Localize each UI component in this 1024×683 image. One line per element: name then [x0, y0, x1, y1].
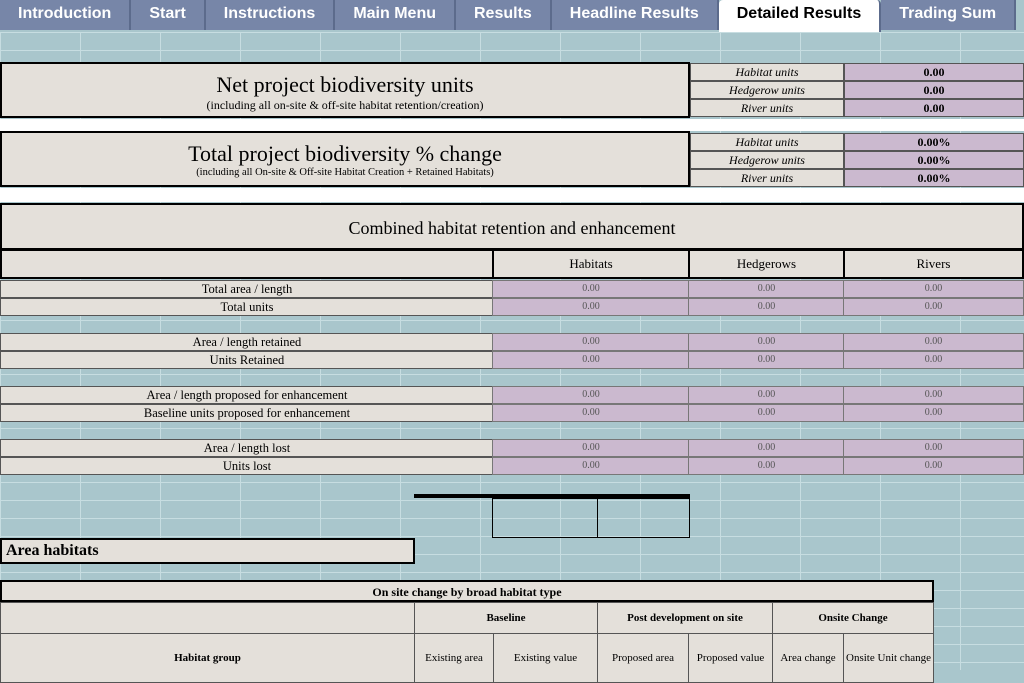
combined-cell[interactable]: 0.00: [492, 351, 690, 369]
combined-row-label: Area / length proposed for enhancement: [0, 386, 494, 404]
pct-river-label: River units: [690, 169, 844, 187]
combined-title-box: Combined habitat retention and enhanceme…: [0, 203, 1024, 250]
net-river-label: River units: [690, 99, 844, 117]
subcol-proposed-value: Proposed value: [688, 633, 773, 683]
separator: [0, 188, 1024, 202]
blank-cell: [492, 498, 598, 538]
net-units-title-box: Net project biodiversity units (includin…: [0, 62, 690, 118]
group-onsite-change: Onsite Change: [772, 602, 934, 634]
pct-hedgerow-value[interactable]: 0.00%: [844, 151, 1024, 169]
pct-hedgerow-label: Hedgerow units: [690, 151, 844, 169]
tab-start[interactable]: Start: [131, 0, 206, 30]
combined-row-label: Area / length lost: [0, 439, 494, 457]
combined-row-label: Total area / length: [0, 280, 494, 298]
net-habitat-label: Habitat units: [690, 63, 844, 81]
combined-cell[interactable]: 0.00: [688, 439, 845, 457]
net-hedgerow-value[interactable]: 0.00: [844, 81, 1024, 99]
combined-row-label: Units lost: [0, 457, 494, 475]
combined-header-blank: [0, 249, 494, 279]
tab-results[interactable]: Results: [456, 0, 552, 30]
combined-row-label: Area / length retained: [0, 333, 494, 351]
combined-title: Combined habitat retention and enhanceme…: [348, 218, 676, 238]
subcol-existing-value: Existing value: [493, 633, 598, 683]
net-habitat-value[interactable]: 0.00: [844, 63, 1024, 81]
combined-cell[interactable]: 0.00: [492, 386, 690, 404]
combined-cell[interactable]: 0.00: [688, 457, 845, 475]
combined-cell[interactable]: 0.00: [492, 280, 690, 298]
combined-cell[interactable]: 0.00: [843, 457, 1024, 475]
net-units-subtitle: (including all on-site & off-site habita…: [206, 98, 484, 112]
tab-detailed-results[interactable]: Detailed Results: [718, 0, 882, 32]
pct-habitat-value[interactable]: 0.00%: [844, 133, 1024, 151]
combined-cell[interactable]: 0.00: [492, 457, 690, 475]
col-header-habitats: Habitats: [492, 249, 690, 279]
combined-cell[interactable]: 0.00: [688, 404, 845, 422]
combined-cell[interactable]: 0.00: [843, 386, 1024, 404]
combined-cell[interactable]: 0.00: [688, 351, 845, 369]
net-units-title: Net project biodiversity units: [216, 72, 474, 97]
combined-cell[interactable]: 0.00: [688, 386, 845, 404]
combined-cell[interactable]: 0.00: [492, 333, 690, 351]
combined-cell[interactable]: 0.00: [843, 404, 1024, 422]
combined-row-label: Total units: [0, 298, 494, 316]
combined-cell[interactable]: 0.00: [843, 280, 1024, 298]
subcol-existing-area: Existing area: [414, 633, 494, 683]
sheet-tabs: Introduction Start Instructions Main Menu Re…: [0, 0, 1024, 32]
net-hedgerow-label: Hedgerow units: [690, 81, 844, 99]
combined-cell[interactable]: 0.00: [843, 439, 1024, 457]
combined-cell[interactable]: 0.00: [492, 439, 690, 457]
area-habitats-heading: Area habitats: [0, 538, 415, 564]
combined-cell[interactable]: 0.00: [843, 298, 1024, 316]
pct-habitat-label: Habitat units: [690, 133, 844, 151]
habitat-group-header: Habitat group: [0, 633, 415, 683]
tab-headline-results[interactable]: Headline Results: [551, 0, 719, 30]
separator: [0, 119, 1024, 131]
col-header-hedgerows: Hedgerows: [688, 249, 845, 279]
combined-cell[interactable]: 0.00: [843, 351, 1024, 369]
combined-cell[interactable]: 0.00: [688, 280, 845, 298]
pct-change-title-box: Total project biodiversity % change (inc…: [0, 131, 690, 187]
subcol-proposed-area: Proposed area: [597, 633, 689, 683]
combined-cell[interactable]: 0.00: [688, 298, 845, 316]
combined-row-label: Units Retained: [0, 351, 494, 369]
pct-river-value[interactable]: 0.00%: [844, 169, 1024, 187]
col-header-rivers: Rivers: [843, 249, 1024, 279]
tab-trading-sum[interactable]: Trading Sum: [881, 0, 1017, 30]
combined-cell[interactable]: 0.00: [492, 404, 690, 422]
onsite-change-table-title: On site change by broad habitat type: [0, 580, 934, 602]
combined-cell[interactable]: 0.00: [492, 298, 690, 316]
blank-cell: [597, 498, 690, 538]
tab-introduction[interactable]: Introduction: [0, 0, 132, 30]
combined-cell[interactable]: 0.00: [843, 333, 1024, 351]
combined-cell[interactable]: 0.00: [688, 333, 845, 351]
subcol-area-change: Area change: [772, 633, 844, 683]
combined-row-label: Baseline units proposed for enhancement: [0, 404, 494, 422]
thick-rule: [414, 494, 690, 498]
habitat-group-blank: [0, 602, 415, 634]
pct-change-title: Total project biodiversity % change: [188, 141, 502, 166]
tab-main-menu[interactable]: Main Menu: [335, 0, 456, 30]
tab-instructions[interactable]: Instructions: [205, 0, 336, 30]
subcol-onsite-unit-change: Onsite Unit change: [843, 633, 934, 683]
group-post-development: Post development on site: [597, 602, 773, 634]
pct-change-subtitle: (including all On-site & Off-site Habita…: [196, 167, 494, 178]
group-baseline: Baseline: [414, 602, 598, 634]
net-river-value[interactable]: 0.00: [844, 99, 1024, 117]
